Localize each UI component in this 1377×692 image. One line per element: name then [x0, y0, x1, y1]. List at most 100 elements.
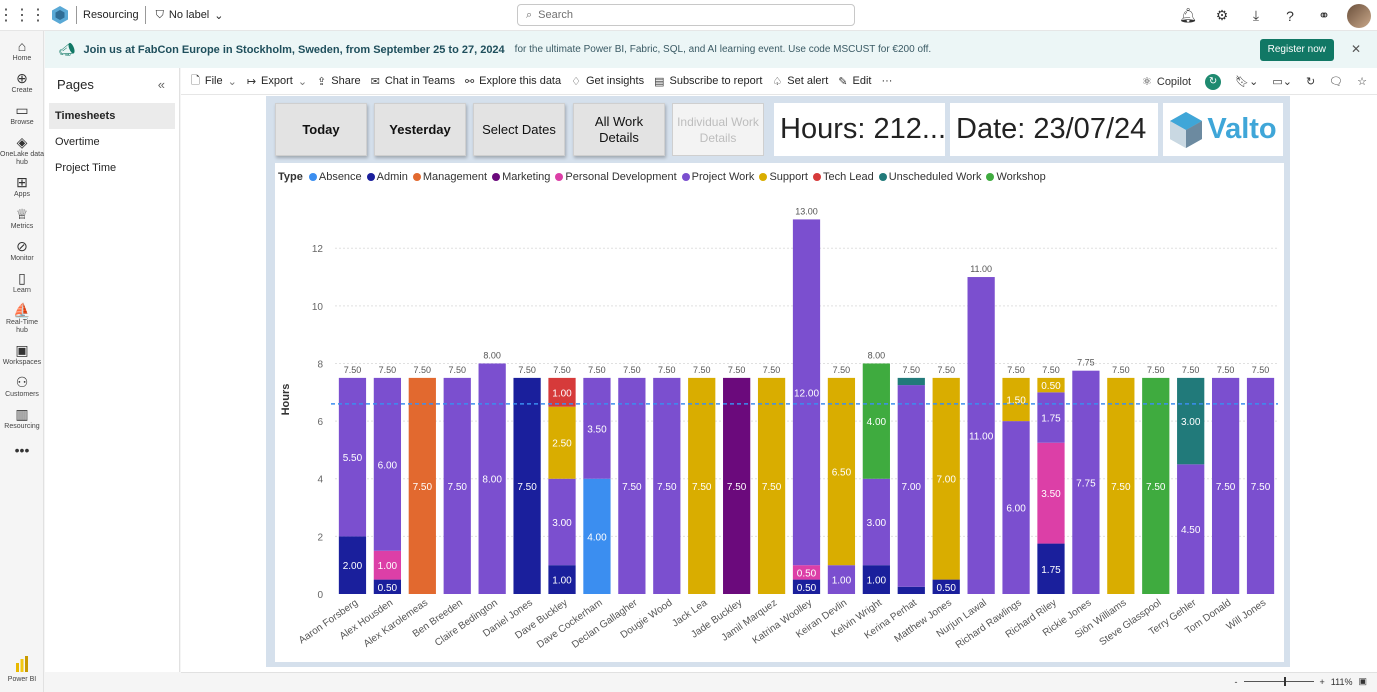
nav-item-metrics[interactable]: ♕ Metrics: [0, 205, 44, 231]
legend-item[interactable]: Admin: [366, 171, 408, 183]
data-label: 7.50: [517, 482, 537, 493]
nav-item-home[interactable]: ⌂ Home: [0, 37, 44, 63]
y-tick-label: 6: [317, 417, 323, 428]
copilot-button[interactable]: ⚛ Copilot: [1142, 75, 1191, 89]
nav-item-monitor[interactable]: ⊘ Monitor: [0, 237, 44, 263]
sensitivity-label[interactable]: ⛉ No label ⌄: [156, 9, 224, 22]
today-button[interactable]: Today: [275, 103, 367, 156]
set-alert-button[interactable]: ♤ Set alert: [772, 75, 828, 88]
share-button[interactable]: ⇪ Share: [317, 75, 361, 88]
data-label: 1.75: [1041, 565, 1061, 576]
x-tick-label: Steve Glasspool: [1098, 597, 1164, 648]
monitor-icon: ⊘: [16, 238, 28, 254]
share-feedback-icon[interactable]: ⚭: [1318, 7, 1330, 23]
bar-segment: [443, 377, 471, 594]
top-right-icons: 🔔︎ ⚙ ⤓ ? ⚭: [1171, 0, 1371, 31]
file-button[interactable]: 🗋 File ⌄: [191, 72, 237, 91]
legend-item[interactable]: Unscheduled Work: [878, 171, 981, 183]
zoom-in-icon[interactable]: +: [1319, 676, 1325, 687]
nav-item-create[interactable]: ⊕ Create: [0, 69, 44, 95]
zoom-slider[interactable]: [1243, 677, 1314, 686]
zoom-out-icon[interactable]: -: [1234, 676, 1238, 687]
search-input[interactable]: ⌕ Search: [517, 4, 855, 26]
bar-segment: [408, 377, 436, 594]
legend-label: Personal Development: [565, 171, 677, 183]
legend-swatch: [878, 173, 887, 181]
legend-item[interactable]: Management: [412, 171, 487, 183]
page-item-overtime[interactable]: Overtime: [55, 136, 100, 148]
page-item-timesheets[interactable]: Timesheets: [49, 103, 175, 129]
more-icon[interactable]: •••: [14, 442, 30, 458]
nav-item-workspaces[interactable]: ▣ Workspaces: [0, 341, 44, 367]
nav-item-apps[interactable]: ⊞ Apps: [0, 173, 44, 199]
onelake-icon: ◈: [16, 134, 28, 150]
nav-item-real-time-hub[interactable]: ⛵ Real-Time hub: [0, 301, 44, 335]
total-label: 7.50: [448, 365, 466, 375]
total-label: 13.00: [795, 206, 818, 216]
comment-icon[interactable]: 🗨︎: [1329, 76, 1344, 88]
all-work-details-button[interactable]: All Work Details: [573, 103, 665, 156]
legend-title: Type: [278, 171, 303, 183]
workspace-name[interactable]: Resourcing: [83, 9, 139, 21]
subscribe-to-report-button[interactable]: ▤ Subscribe to report: [654, 75, 762, 88]
nav-label: Monitor: [10, 255, 34, 262]
bar-segment: [338, 536, 367, 594]
download-icon[interactable]: ⤓: [1252, 7, 1260, 23]
refresh-visual-icon[interactable]: ↻: [1205, 73, 1222, 90]
total-label: 7.75: [1077, 358, 1095, 368]
toolbar-label: Edit: [852, 75, 872, 87]
data-label: 7.50: [692, 482, 712, 493]
register-now-button[interactable]: Register now: [1259, 39, 1334, 61]
legend-item[interactable]: Workshop: [986, 171, 1046, 183]
bar-segment: [967, 277, 995, 594]
select-dates-button[interactable]: Select Dates: [473, 103, 565, 156]
toolbar-right: ⚛ Copilot ↻ 🔖︎⌄ ▭⌄ ↻ 🗨︎ ☆: [1142, 68, 1367, 95]
view-icon[interactable]: ▭⌄: [1272, 76, 1292, 88]
bookmark-icon[interactable]: 🔖︎⌄: [1235, 76, 1259, 88]
data-label: 8.00: [482, 475, 502, 486]
export-button[interactable]: ↦ Export ⌄: [247, 75, 307, 88]
bar-segment: [583, 478, 611, 594]
yesterday-button[interactable]: Yesterday: [374, 103, 466, 156]
nav-item-customers[interactable]: ⚇ Customers: [0, 373, 44, 399]
nav-item-browse[interactable]: ▭ Browse: [0, 101, 44, 127]
bar-segment: [897, 586, 925, 594]
more-options-icon[interactable]: ···: [881, 75, 893, 87]
total-label: 7.50: [1007, 365, 1025, 375]
nav-item-learn[interactable]: ▯ Learn: [0, 269, 44, 295]
legend-swatch: [759, 173, 768, 181]
settings-icon[interactable]: ⚙: [1215, 7, 1229, 23]
bar-segment: [583, 377, 611, 479]
refresh-icon[interactable]: ↻: [1305, 76, 1316, 88]
bar-segment: [1177, 377, 1205, 465]
nav-item-resourcing[interactable]: ▥ Resourcing: [0, 405, 44, 431]
chat-in-teams-button[interactable]: ✉ Chat in Teams: [371, 75, 455, 88]
data-label: 6.00: [378, 460, 398, 471]
legend-item[interactable]: Personal Development: [555, 171, 677, 183]
total-label: 7.50: [414, 365, 432, 375]
nav-item-onelake-data-hub[interactable]: ◈ OneLake data hub: [0, 133, 44, 167]
customers-icon: ⚇: [15, 374, 29, 390]
help-icon[interactable]: ?: [1286, 7, 1294, 24]
page-item-project-time[interactable]: Project Time: [55, 162, 117, 174]
legend-item[interactable]: Marketing: [492, 171, 550, 183]
bar-segment: [1002, 377, 1030, 422]
favorite-icon[interactable]: ☆: [1357, 76, 1367, 88]
legend-item[interactable]: Support: [759, 171, 808, 183]
bar-segment: [1037, 377, 1065, 393]
close-icon[interactable]: ✕: [1350, 42, 1361, 56]
fit-to-page-icon[interactable]: ▣: [1358, 676, 1367, 686]
get-insights-button[interactable]: ♢ Get insights: [571, 75, 644, 88]
powerbi-nav-item[interactable]: Power BI: [0, 655, 44, 684]
legend-item[interactable]: Tech Lead: [812, 171, 874, 183]
avatar[interactable]: [1347, 3, 1371, 28]
notifications-icon[interactable]: 🔔︎: [1179, 7, 1197, 23]
pages-title: Pages: [57, 77, 94, 92]
collapse-icon[interactable]: «: [157, 77, 165, 92]
app-launcher-icon[interactable]: ⋮⋮⋮: [0, 7, 46, 24]
explore-this-data-button[interactable]: ⚯ Explore this data: [465, 75, 561, 88]
legend-item[interactable]: Project Work: [681, 171, 754, 183]
legend-item[interactable]: Absence: [308, 171, 362, 183]
edit-button[interactable]: ✎ Edit: [838, 75, 871, 88]
data-label: 0.50: [797, 583, 817, 594]
